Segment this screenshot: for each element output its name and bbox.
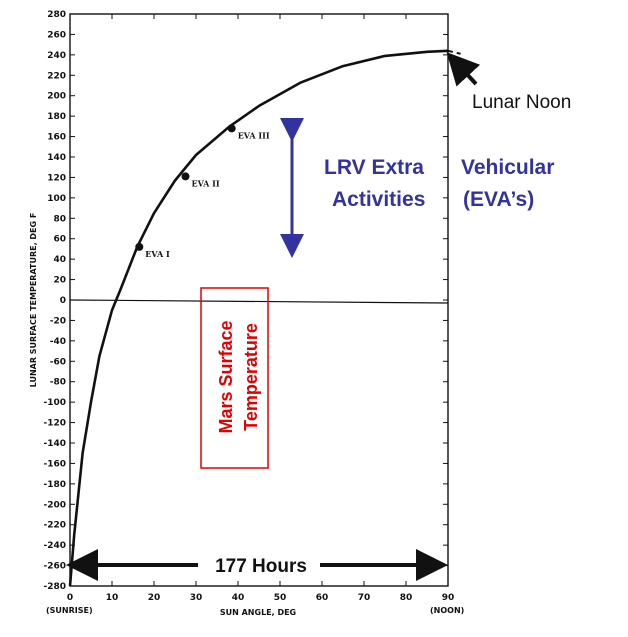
y-tick-label: -220 [43, 521, 66, 531]
y-tick-label: 220 [47, 71, 66, 81]
eva-point-label: EVA I [145, 249, 170, 259]
y-tick-label: 260 [47, 30, 66, 40]
eva-points: EVA I EVA II EVA III [135, 124, 270, 259]
x-tick-label: 50 [274, 593, 287, 603]
eva-point-label: EVA II [192, 178, 220, 188]
eva-point [181, 172, 190, 181]
x-tick-label: 10 [106, 593, 119, 603]
y-tick-label: 280 [47, 10, 66, 20]
y-tick-label: -60 [50, 357, 66, 367]
y-tick-label: -180 [43, 480, 66, 490]
x-tick-label: 0 [67, 593, 73, 603]
temperature-curve [68, 49, 449, 587]
eva-point [135, 242, 144, 251]
mars-label-line2: Temperature [241, 323, 261, 431]
x-axis-noon-label: (NOON) [430, 606, 464, 615]
x-tick-label: 90 [442, 593, 455, 603]
y-tick-label: -120 [43, 419, 66, 429]
y-axis-ticks: 280260240220200180160140120100806040200-… [43, 10, 448, 592]
x-tick-label: 20 [148, 593, 161, 603]
y-tick-label: -40 [50, 337, 66, 347]
zero-reference-line [69, 299, 449, 304]
y-tick-label: 80 [53, 214, 66, 224]
x-tick-label: 60 [316, 593, 329, 603]
x-axis-ticks: 0 10 20 30 40 50 60 70 80 90 [67, 14, 454, 603]
y-tick-label: 200 [47, 92, 66, 102]
y-axis-label: LUNAR SURFACE TEMPERATURE, DEG F [29, 213, 38, 388]
y-tick-label: -200 [43, 500, 66, 510]
y-tick-label: 160 [47, 133, 66, 143]
x-tick-label: 80 [400, 593, 413, 603]
temperature-curve-extension [447, 49, 461, 55]
y-tick-label: -20 [50, 316, 66, 326]
duration-label: 177 Hours [215, 556, 307, 577]
x-tick-label: 70 [358, 593, 371, 603]
lunar-noon-arrow [446, 52, 481, 87]
y-tick-label: -280 [43, 582, 66, 592]
y-tick-label: 240 [47, 51, 66, 61]
eva-title-line1-right: Vehicular [461, 156, 554, 179]
x-tick-label: 40 [232, 593, 245, 603]
y-tick-label: 120 [47, 173, 66, 183]
eva-title-line2-left: Activities [332, 188, 425, 211]
y-tick-label: 100 [47, 194, 66, 204]
chart-axes [69, 13, 449, 587]
y-tick-label: 40 [53, 255, 66, 265]
x-axis-sunrise-label: (SUNRISE) [46, 606, 93, 615]
y-tick-label: -80 [50, 378, 66, 388]
eva-title-line2-right: (EVA’s) [463, 188, 534, 211]
y-tick-label: -100 [43, 398, 66, 408]
eva-title-line1-left: LRV Extra [324, 156, 424, 179]
x-axis-label: SUN ANGLE, DEG [220, 608, 296, 617]
y-tick-label: -160 [43, 459, 66, 469]
y-tick-label: -260 [43, 562, 66, 572]
y-tick-label: 0 [60, 296, 66, 306]
y-tick-label: 180 [47, 112, 66, 122]
eva-point [227, 124, 236, 133]
y-tick-label: -140 [43, 439, 66, 449]
eva-point-label: EVA III [238, 130, 270, 140]
y-tick-label: 140 [47, 153, 66, 163]
x-tick-label: 30 [190, 593, 203, 603]
y-tick-label: 60 [53, 235, 66, 245]
y-tick-label: -240 [43, 541, 66, 551]
mars-temperature-box [200, 287, 269, 469]
y-tick-label: 20 [53, 276, 66, 286]
mars-label-line1: Mars Surface [216, 320, 236, 433]
lunar-noon-label: Lunar Noon [472, 92, 571, 113]
